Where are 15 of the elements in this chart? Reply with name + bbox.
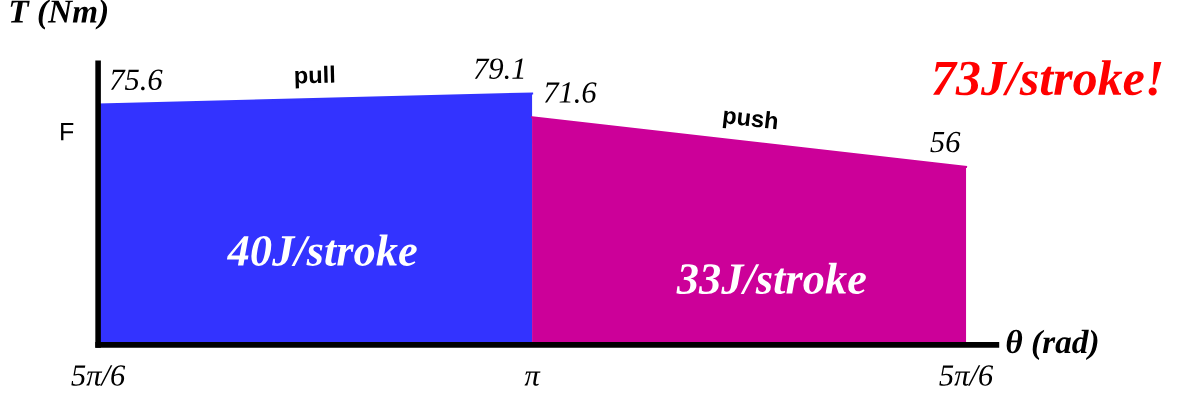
data-label: 75.6 <box>111 69 163 91</box>
x-tick-label: 5π/6 <box>939 365 994 386</box>
y-axis-title: T (Nm) <box>10 0 108 30</box>
text: F <box>61 122 74 141</box>
series-label: push <box>722 106 779 135</box>
annotation: 33J/stroke <box>676 262 866 295</box>
series-label: pull <box>295 65 335 89</box>
data-label: 56 <box>930 131 961 153</box>
data-label: 71.6 <box>544 82 597 103</box>
x-axis-title: θ (rad) <box>1006 329 1098 361</box>
annotation: 73J/stroke! <box>933 60 1162 96</box>
data-label: 79.1 <box>474 58 524 80</box>
x-tick-label: 5π/6 <box>71 365 126 386</box>
x-tick-label: π <box>524 371 541 386</box>
annotation: 40J/stroke <box>226 234 417 266</box>
